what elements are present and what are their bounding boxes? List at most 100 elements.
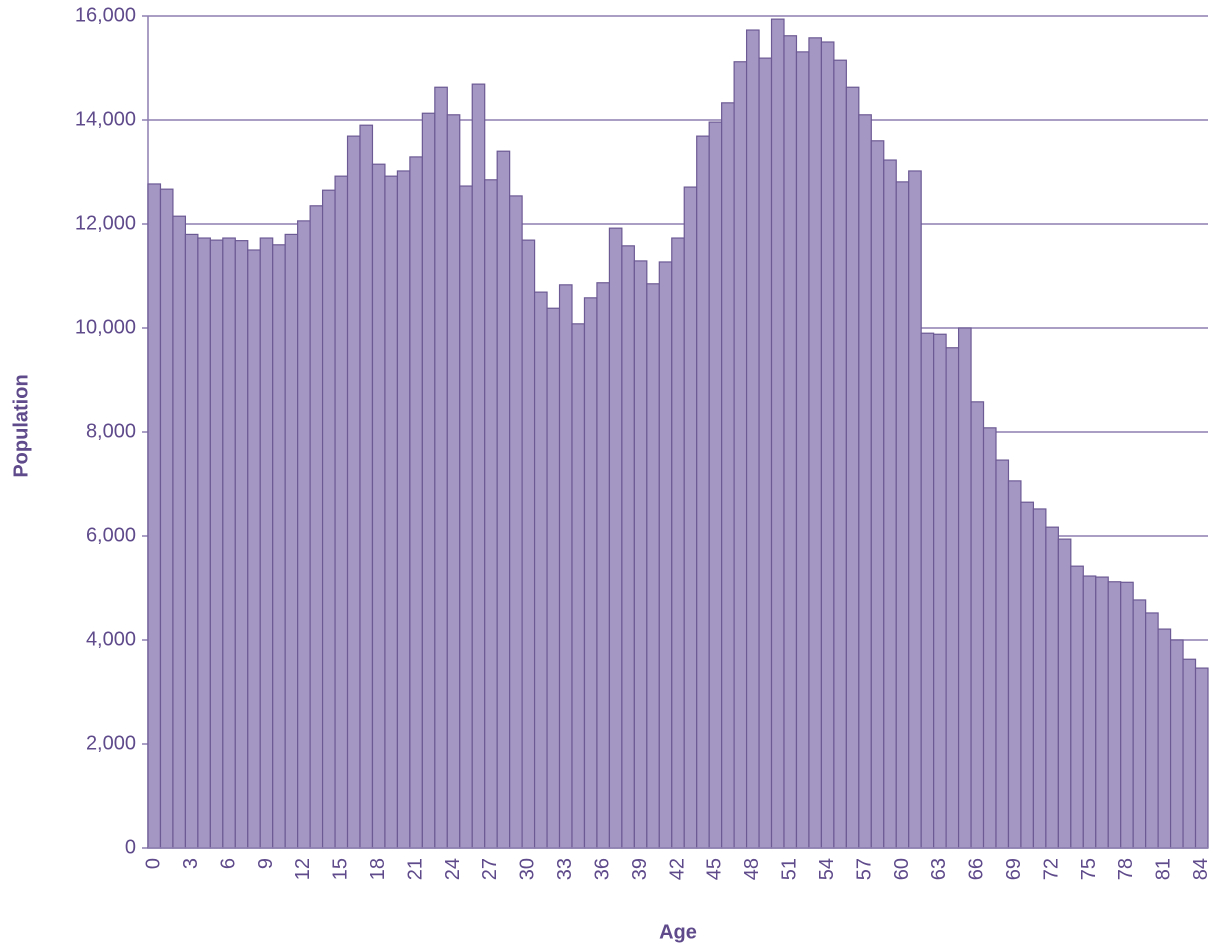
y-tick-label: 0 xyxy=(125,836,136,858)
bar xyxy=(1045,526,1059,849)
x-axis-title: Age xyxy=(659,921,697,943)
bar xyxy=(197,237,211,849)
bar xyxy=(321,189,336,849)
x-tick-label: 84 xyxy=(1190,858,1212,880)
bar xyxy=(384,175,399,849)
bar xyxy=(346,135,361,849)
bar xyxy=(359,124,374,849)
x-tick-label: 24 xyxy=(442,858,464,880)
bar xyxy=(633,260,648,849)
x-tick-label: 6 xyxy=(217,858,239,869)
bar xyxy=(883,159,897,849)
bar xyxy=(795,51,810,849)
x-tick-label: 42 xyxy=(666,858,688,880)
bar xyxy=(284,233,299,849)
bar xyxy=(434,86,448,849)
bar xyxy=(1157,628,1172,849)
x-tick-label: 66 xyxy=(966,858,988,880)
bar xyxy=(1057,538,1072,849)
x-tick-label: 9 xyxy=(255,858,277,869)
bar xyxy=(895,181,910,849)
y-tick-label: 16,000 xyxy=(75,4,136,26)
bar xyxy=(484,179,498,849)
bar xyxy=(334,175,349,849)
bar xyxy=(1182,658,1197,849)
bar xyxy=(596,282,611,849)
bar xyxy=(583,297,598,849)
x-tick-label: 15 xyxy=(330,858,352,880)
y-tick-label: 4,000 xyxy=(86,628,136,650)
y-tick-label: 12,000 xyxy=(75,212,136,234)
y-tick-label: 2,000 xyxy=(86,732,136,754)
x-tick-label: 33 xyxy=(554,858,576,880)
bar xyxy=(708,121,723,849)
bar xyxy=(172,215,187,849)
bar xyxy=(933,333,947,849)
bar xyxy=(1194,667,1209,849)
bar xyxy=(808,37,823,849)
bar xyxy=(721,102,735,849)
bar xyxy=(733,61,748,849)
bar xyxy=(970,401,985,849)
bar xyxy=(234,240,249,849)
bar xyxy=(957,327,972,849)
x-tick-label: 0 xyxy=(143,858,165,869)
bar xyxy=(509,195,523,849)
bar xyxy=(297,220,311,849)
y-axis-title: Population xyxy=(10,374,32,477)
bar xyxy=(770,18,785,849)
bar xyxy=(247,249,261,849)
bar xyxy=(184,233,199,849)
x-tick-label: 81 xyxy=(1153,858,1175,880)
bar xyxy=(696,135,710,849)
x-tick-label: 36 xyxy=(591,858,613,880)
bar xyxy=(147,183,162,849)
bar xyxy=(783,35,798,849)
bar xyxy=(1082,575,1097,849)
bar xyxy=(982,427,997,849)
x-tick-label: 69 xyxy=(1003,858,1025,880)
bar xyxy=(222,237,236,849)
bar xyxy=(396,170,411,849)
bar xyxy=(1007,480,1022,849)
bar xyxy=(159,188,174,849)
bar xyxy=(758,57,773,849)
bar xyxy=(496,150,511,849)
bar xyxy=(683,186,698,849)
x-tick-label: 30 xyxy=(517,858,539,880)
bar xyxy=(608,227,623,849)
bar xyxy=(658,261,673,849)
y-tick-label: 14,000 xyxy=(75,108,136,130)
x-tick-label: 75 xyxy=(1078,858,1100,880)
bar xyxy=(546,307,561,849)
bar xyxy=(1020,501,1035,849)
bar xyxy=(1132,599,1147,849)
bar xyxy=(1120,581,1134,849)
bar xyxy=(421,112,436,849)
bar xyxy=(621,245,635,849)
bar xyxy=(820,41,835,849)
bar xyxy=(459,185,473,849)
x-tick-label: 54 xyxy=(816,858,838,880)
bar xyxy=(870,140,885,849)
bar xyxy=(1107,581,1122,849)
x-tick-label: 48 xyxy=(741,858,763,880)
x-tick-label: 21 xyxy=(404,858,426,880)
bar xyxy=(309,205,324,849)
bar xyxy=(833,59,847,849)
bar xyxy=(908,170,922,849)
bar xyxy=(1070,565,1084,849)
x-tick-label: 51 xyxy=(779,858,801,880)
x-tick-label: 39 xyxy=(629,858,651,880)
bar xyxy=(1095,576,1109,849)
bar xyxy=(945,347,960,849)
x-tick-label: 78 xyxy=(1115,858,1137,880)
bar xyxy=(521,239,536,849)
bar xyxy=(533,291,548,849)
x-tick-label: 45 xyxy=(704,858,726,880)
bar xyxy=(409,156,423,849)
bar xyxy=(646,283,660,849)
bar xyxy=(1145,612,1159,849)
